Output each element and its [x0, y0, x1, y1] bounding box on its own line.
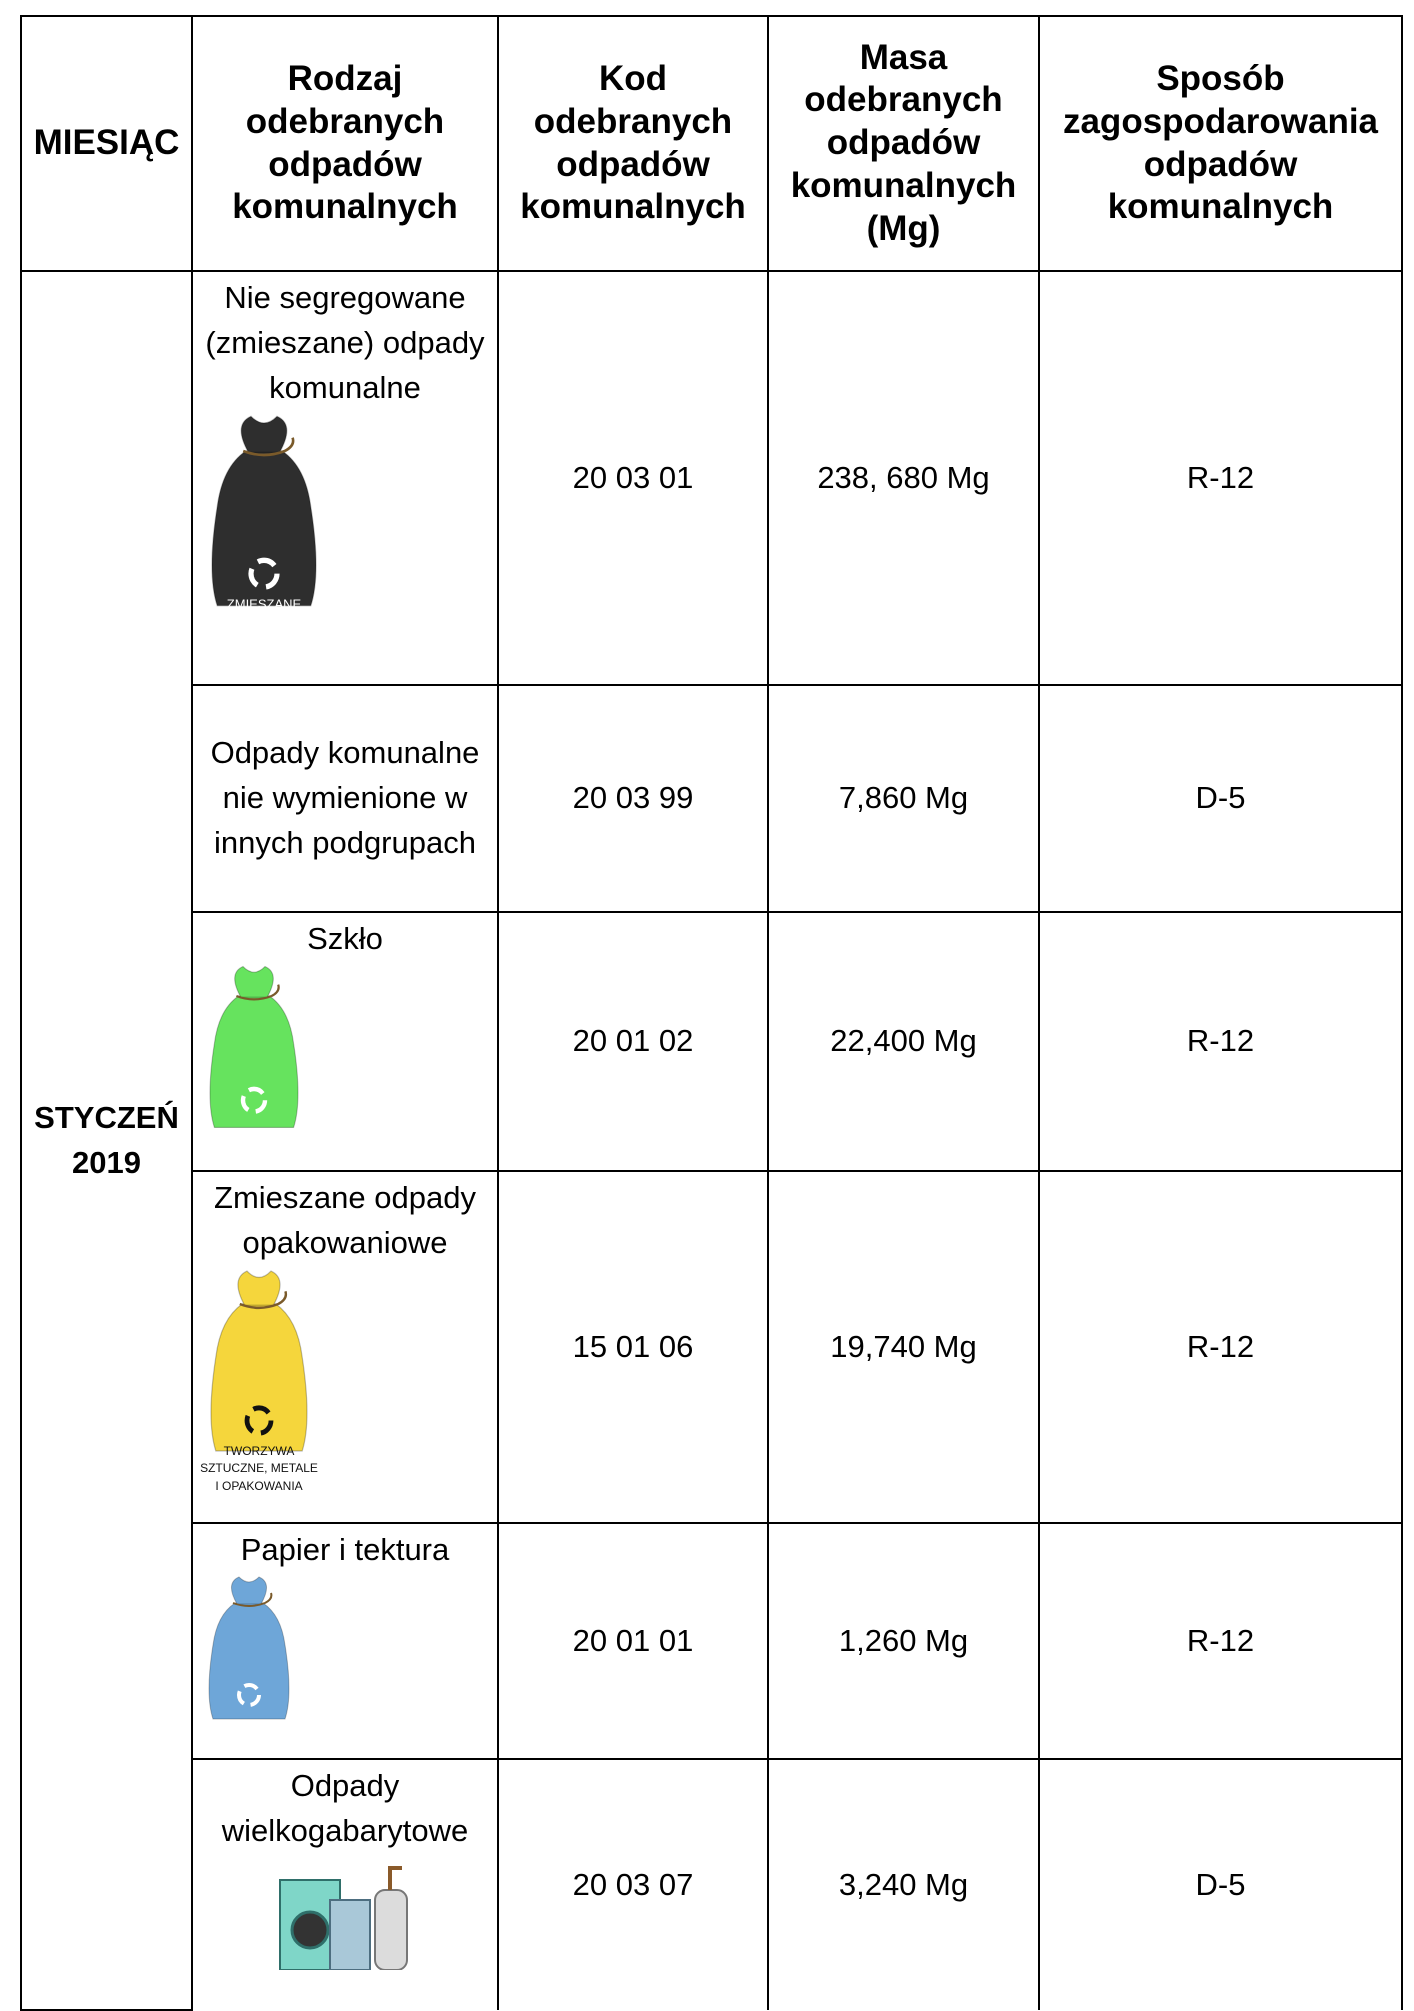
bag-body: [210, 996, 298, 1127]
bag-label: ZMIESZANE ODPADY KOMUNALNE: [199, 595, 329, 652]
code-cell: 20 01 01: [498, 1523, 768, 1759]
type-cell: Odpady komunalne nie wymienione w innych…: [192, 685, 498, 912]
type-text: Papier i tektura: [199, 1528, 491, 1573]
code-cell: 20 03 99: [498, 685, 768, 912]
bag-top: [241, 416, 287, 452]
bag-illustration: TWORZYWA SZTUCZNE, METALE I OPAKOWANIA: [199, 1266, 319, 1456]
code-cell: 20 03 07: [498, 1759, 768, 2010]
method-cell: D-5: [1039, 1759, 1402, 2010]
cabinet: [330, 1900, 370, 1970]
boiler: [375, 1890, 407, 1970]
type-cell: Odpady wielkogabarytowe: [192, 1759, 498, 2010]
mass-cell: 3,240 Mg: [768, 1759, 1039, 2010]
bag-body: [211, 1304, 307, 1451]
type-text: Odpady wielkogabarytowe: [199, 1764, 491, 1854]
method-cell: R-12: [1039, 1171, 1402, 1523]
header-cell: Sposób zagospodarowania odpadów komunaln…: [1039, 16, 1402, 271]
bag-shape: [199, 411, 329, 611]
furniture-illustration: [270, 1860, 420, 1970]
header-cell: Kod odebranych odpadów komunalnych: [498, 16, 768, 271]
bag-body: [212, 451, 316, 606]
appliance-door: [292, 1912, 328, 1948]
method-cell: R-12: [1039, 1523, 1402, 1759]
bag-illustration: PAPIER: [199, 1573, 299, 1723]
code-cell: 20 03 01: [498, 271, 768, 685]
method-cell: D-5: [1039, 685, 1402, 912]
mass-cell: 19,740 Mg: [768, 1171, 1039, 1523]
code-cell: 15 01 06: [498, 1171, 768, 1523]
type-text: Odpady komunalne nie wymienione w innych…: [199, 731, 491, 866]
type-cell: Nie segregowane (zmieszane) odpady komun…: [192, 271, 498, 685]
bag-shape: [199, 1266, 319, 1456]
bag-illustration: ZMIESZANE ODPADY KOMUNALNE: [199, 411, 329, 611]
mass-cell: 7,860 Mg: [768, 685, 1039, 912]
bag-label: PAPIER: [199, 1727, 299, 1744]
bag-shape: [199, 1573, 299, 1723]
bag-body: [209, 1603, 289, 1719]
mass-cell: 238, 680 Mg: [768, 271, 1039, 685]
bag-top: [235, 966, 274, 997]
header-cell: Masa odebranych odpadów komunalnych (Mg): [768, 16, 1039, 271]
mass-cell: 1,260 Mg: [768, 1523, 1039, 1759]
code-cell: 20 01 02: [498, 912, 768, 1171]
type-text: Szkło: [199, 917, 491, 962]
header-cell: Rodzaj odebranych odpadów komunalnych: [192, 16, 498, 271]
bag-label: TWORZYWA SZTUCZNE, METALE I OPAKOWANIA: [199, 1443, 319, 1495]
method-cell: R-12: [1039, 271, 1402, 685]
bag-illustration: SZKŁO: [199, 962, 309, 1132]
type-text: Nie segregowane (zmieszane) odpady komun…: [199, 276, 491, 411]
method-cell: R-12: [1039, 912, 1402, 1171]
bag-shape: [199, 962, 309, 1132]
table-row: Odpady komunalne nie wymienione w innych…: [21, 685, 1402, 912]
header-cell: MIESIĄC: [21, 16, 192, 271]
pipe: [390, 1868, 402, 1890]
type-text: Zmieszane odpady opakowaniowe: [199, 1176, 491, 1266]
bag-top: [238, 1271, 280, 1305]
month-cell: STYCZEŃ 2019: [21, 271, 192, 2010]
bag-top: [231, 1577, 266, 1604]
bag-label: SZKŁO: [199, 1135, 309, 1154]
mass-cell: 22,400 Mg: [768, 912, 1039, 1171]
page: {"table": { "headers": ["MIESIĄC", "Rodz…: [0, 0, 1414, 2009]
